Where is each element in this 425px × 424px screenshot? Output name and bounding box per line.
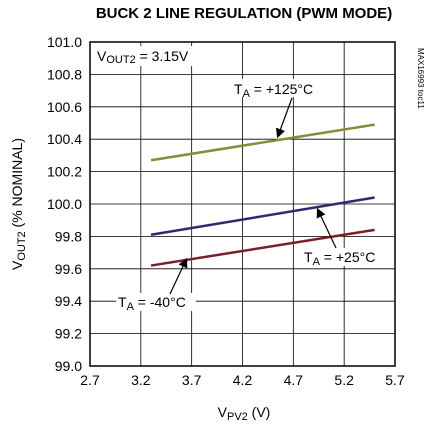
x-tick-label: 4.7 xyxy=(284,372,304,388)
chart-title: BUCK 2 LINE REGULATION (PWM MODE) xyxy=(96,5,392,22)
x-tick-label: 3.7 xyxy=(182,372,202,388)
arrow-25c xyxy=(316,207,337,249)
y-tick-label: 100.0 xyxy=(47,196,82,212)
series-label-125c: TA = +125°C xyxy=(234,81,313,100)
y-tick-label: 100.6 xyxy=(47,99,82,115)
x-tick-label: 5.7 xyxy=(385,372,405,388)
series-line-1 xyxy=(150,196,375,237)
condition-label: VOUT2 = 3.15V xyxy=(97,48,189,66)
x-tick-label: 3.2 xyxy=(131,372,151,388)
x-axis-label: VPV2 (V) xyxy=(218,404,271,423)
y-tick-label: 99.8 xyxy=(55,228,82,244)
arrow-minus40c xyxy=(169,257,188,295)
y-tick-label: 99.4 xyxy=(55,293,82,309)
series-lines xyxy=(150,123,375,267)
y-tick-label: 100.8 xyxy=(47,66,82,82)
x-tick-label: 4.2 xyxy=(233,372,253,388)
series-label-minus40c: TA = -40°C xyxy=(118,294,186,313)
annotation-125c: TA = +125°C xyxy=(230,79,330,100)
annotation-minus40c: TA = -40°C xyxy=(116,293,196,313)
series-line-0 xyxy=(150,123,375,162)
annotation-25c: TA = +25°C xyxy=(300,248,382,268)
y-tick-labels: 99.0 99.2 99.4 99.6 99.8 100.0 100.2 100.4 100.6… xyxy=(47,34,82,374)
condition-box xyxy=(94,46,206,66)
y-tick-label: 100.2 xyxy=(47,164,82,180)
y-tick-label: 101.0 xyxy=(47,34,82,50)
y-tick-label: 99.0 xyxy=(55,358,82,374)
series-line-2 xyxy=(150,228,375,267)
plot-frame xyxy=(89,41,396,367)
part-code: MAX16993 toc11 xyxy=(416,48,425,109)
arrow-125c xyxy=(275,97,293,139)
y-axis-label: VOUT2 (% NOMINAL) xyxy=(9,138,28,270)
series-label-25c: TA = +25°C xyxy=(304,249,375,268)
y-tick-label: 99.2 xyxy=(55,326,82,342)
y-tick-label: 100.4 xyxy=(47,131,82,147)
x-tick-labels: 2.7 3.2 3.7 4.2 4.7 5.2 5.7 xyxy=(80,372,405,388)
x-tick-label: 5.2 xyxy=(334,372,354,388)
y-tick-label: 99.6 xyxy=(55,261,82,277)
x-tick-label: 2.7 xyxy=(80,372,100,388)
